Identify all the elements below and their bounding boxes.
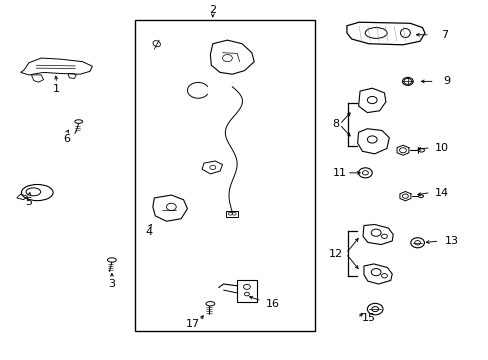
Text: 1: 1 (53, 84, 60, 94)
Text: 2: 2 (209, 5, 216, 15)
Text: 6: 6 (63, 134, 70, 144)
Text: 4: 4 (145, 227, 153, 237)
Text: 17: 17 (186, 319, 200, 329)
Text: 9: 9 (443, 76, 449, 86)
Text: 11: 11 (332, 168, 346, 178)
Text: 14: 14 (434, 188, 448, 198)
Text: 5: 5 (25, 197, 32, 207)
Text: 13: 13 (444, 236, 458, 246)
Text: 7: 7 (440, 30, 447, 40)
Text: 8: 8 (332, 120, 339, 129)
Text: 15: 15 (361, 313, 375, 323)
Text: 12: 12 (328, 248, 343, 258)
Text: 10: 10 (434, 143, 448, 153)
Text: 3: 3 (108, 279, 115, 289)
Text: 16: 16 (265, 299, 279, 309)
Bar (135, 21, 315, 330)
